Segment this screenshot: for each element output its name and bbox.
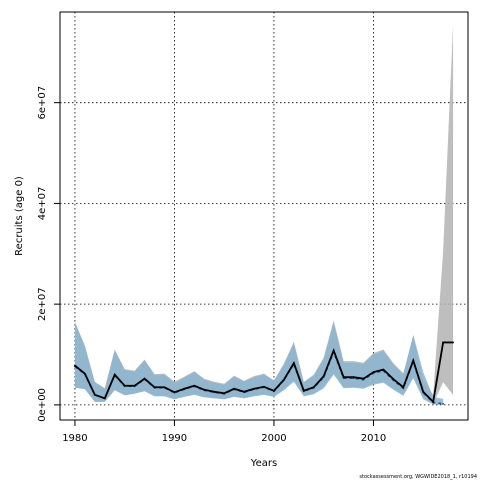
assessment-2018-point <box>402 386 405 389</box>
assessment-2018-point <box>83 372 86 375</box>
assessment-2018-confidence-band <box>74 24 454 404</box>
assessment-2018-point <box>113 373 116 376</box>
assessment-2018-point <box>332 349 335 352</box>
y-axis-title: Recruits (age 0) <box>14 176 25 256</box>
assessment-2018-point <box>223 392 226 395</box>
x-tick-label: 1990 <box>162 433 187 444</box>
assessment-2018-point <box>93 393 96 396</box>
y-tick-label: 0e+00 <box>37 388 48 422</box>
assessment-2018-point <box>253 387 255 390</box>
assessment-2018-point <box>292 362 295 364</box>
x-tick-label: 2000 <box>261 433 286 444</box>
assessment-2018-point <box>193 384 196 387</box>
assessment-2018-point <box>103 397 106 400</box>
assessment-2018-point <box>133 384 136 387</box>
assessment-2018-point <box>452 341 454 344</box>
assessment-2018-point <box>74 364 76 367</box>
assessment-2018-point <box>312 386 315 389</box>
confidence-bands <box>74 24 454 405</box>
assessment-2018-point <box>203 388 206 391</box>
assessment-2018-point <box>342 376 345 379</box>
assessment-previous-confidence-band <box>74 322 444 405</box>
assessment-2018-point <box>432 400 435 403</box>
y-tick-label: 2e+07 <box>37 287 48 321</box>
assessment-2018-point <box>412 359 415 362</box>
x-tick-label: 2010 <box>361 433 386 444</box>
assessment-2018-point <box>153 386 156 389</box>
assessment-2018-point <box>123 384 126 387</box>
assessment-2018-point <box>392 378 395 381</box>
x-tick-label: 1980 <box>62 433 87 444</box>
assessment-2018-point <box>173 391 176 394</box>
assessment-2018-point <box>302 389 305 392</box>
assessment-2018-point <box>213 390 216 393</box>
x-axis: 1980 1990 2000 2010 <box>62 420 386 444</box>
plot-frame <box>59 11 469 421</box>
y-tick-label: 6e+07 <box>37 86 48 120</box>
assessment-2018-point <box>273 389 275 392</box>
y-tick-label: 4e+07 <box>37 187 48 221</box>
assessment-2018-point <box>263 385 265 388</box>
assessment-2018-point <box>442 341 445 344</box>
assessment-2018-point <box>143 377 146 380</box>
assessment-2018-point <box>243 390 245 393</box>
assessment-previous-point <box>442 402 445 405</box>
assessment-2018-point <box>163 386 166 389</box>
series-lines <box>74 341 454 405</box>
assessment-2018-point <box>352 376 355 379</box>
source-footnote: stockassessment.org, WGWIDE2018_1, r1019… <box>359 474 477 480</box>
assessment-2018-point <box>183 387 186 390</box>
assessment-2018-point <box>382 368 385 371</box>
assessment-2018-point <box>372 371 375 374</box>
grid-lines <box>60 12 468 420</box>
assessment-2018-point <box>322 375 325 378</box>
assessment-2018-point <box>233 387 236 390</box>
assessment-2018-point <box>422 390 425 393</box>
y-axis: 0e+00 2e+07 4e+07 6e+07 <box>37 86 60 422</box>
x-axis-title: Years <box>250 458 277 469</box>
assessment-2018-point <box>283 378 285 381</box>
assessment-2018-point <box>362 377 365 380</box>
